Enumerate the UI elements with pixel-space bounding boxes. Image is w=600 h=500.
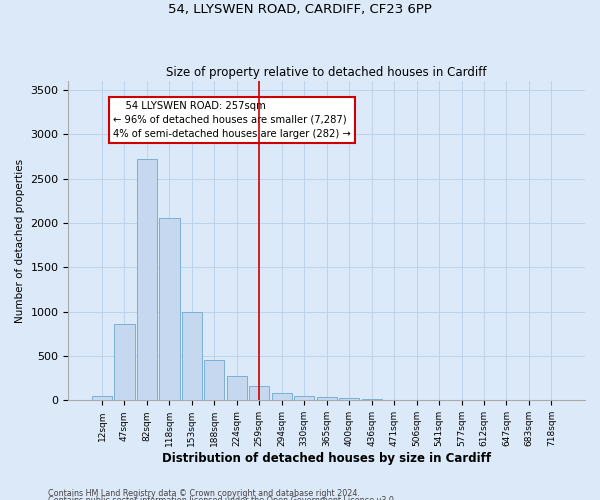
Text: Contains public sector information licensed under the Open Government Licence v3: Contains public sector information licen… xyxy=(48,496,397,500)
Bar xyxy=(92,396,112,400)
Bar xyxy=(272,393,292,400)
Y-axis label: Number of detached properties: Number of detached properties xyxy=(15,158,25,323)
Text: Contains HM Land Registry data © Crown copyright and database right 2024.: Contains HM Land Registry data © Crown c… xyxy=(48,488,360,498)
Bar xyxy=(159,218,179,400)
Bar xyxy=(317,397,337,400)
Bar xyxy=(362,399,382,400)
Bar xyxy=(339,398,359,400)
Bar xyxy=(115,324,134,400)
Text: 54 LLYSWEN ROAD: 257sqm
← 96% of detached houses are smaller (7,287)
4% of semi-: 54 LLYSWEN ROAD: 257sqm ← 96% of detache… xyxy=(113,100,351,138)
Bar xyxy=(227,376,247,400)
Text: 54, LLYSWEN ROAD, CARDIFF, CF23 6PP: 54, LLYSWEN ROAD, CARDIFF, CF23 6PP xyxy=(168,2,432,16)
Bar xyxy=(137,159,157,400)
Title: Size of property relative to detached houses in Cardiff: Size of property relative to detached ho… xyxy=(166,66,487,78)
Bar xyxy=(182,312,202,400)
Bar xyxy=(249,386,269,400)
Bar xyxy=(204,360,224,401)
X-axis label: Distribution of detached houses by size in Cardiff: Distribution of detached houses by size … xyxy=(162,452,491,465)
Bar xyxy=(294,396,314,400)
